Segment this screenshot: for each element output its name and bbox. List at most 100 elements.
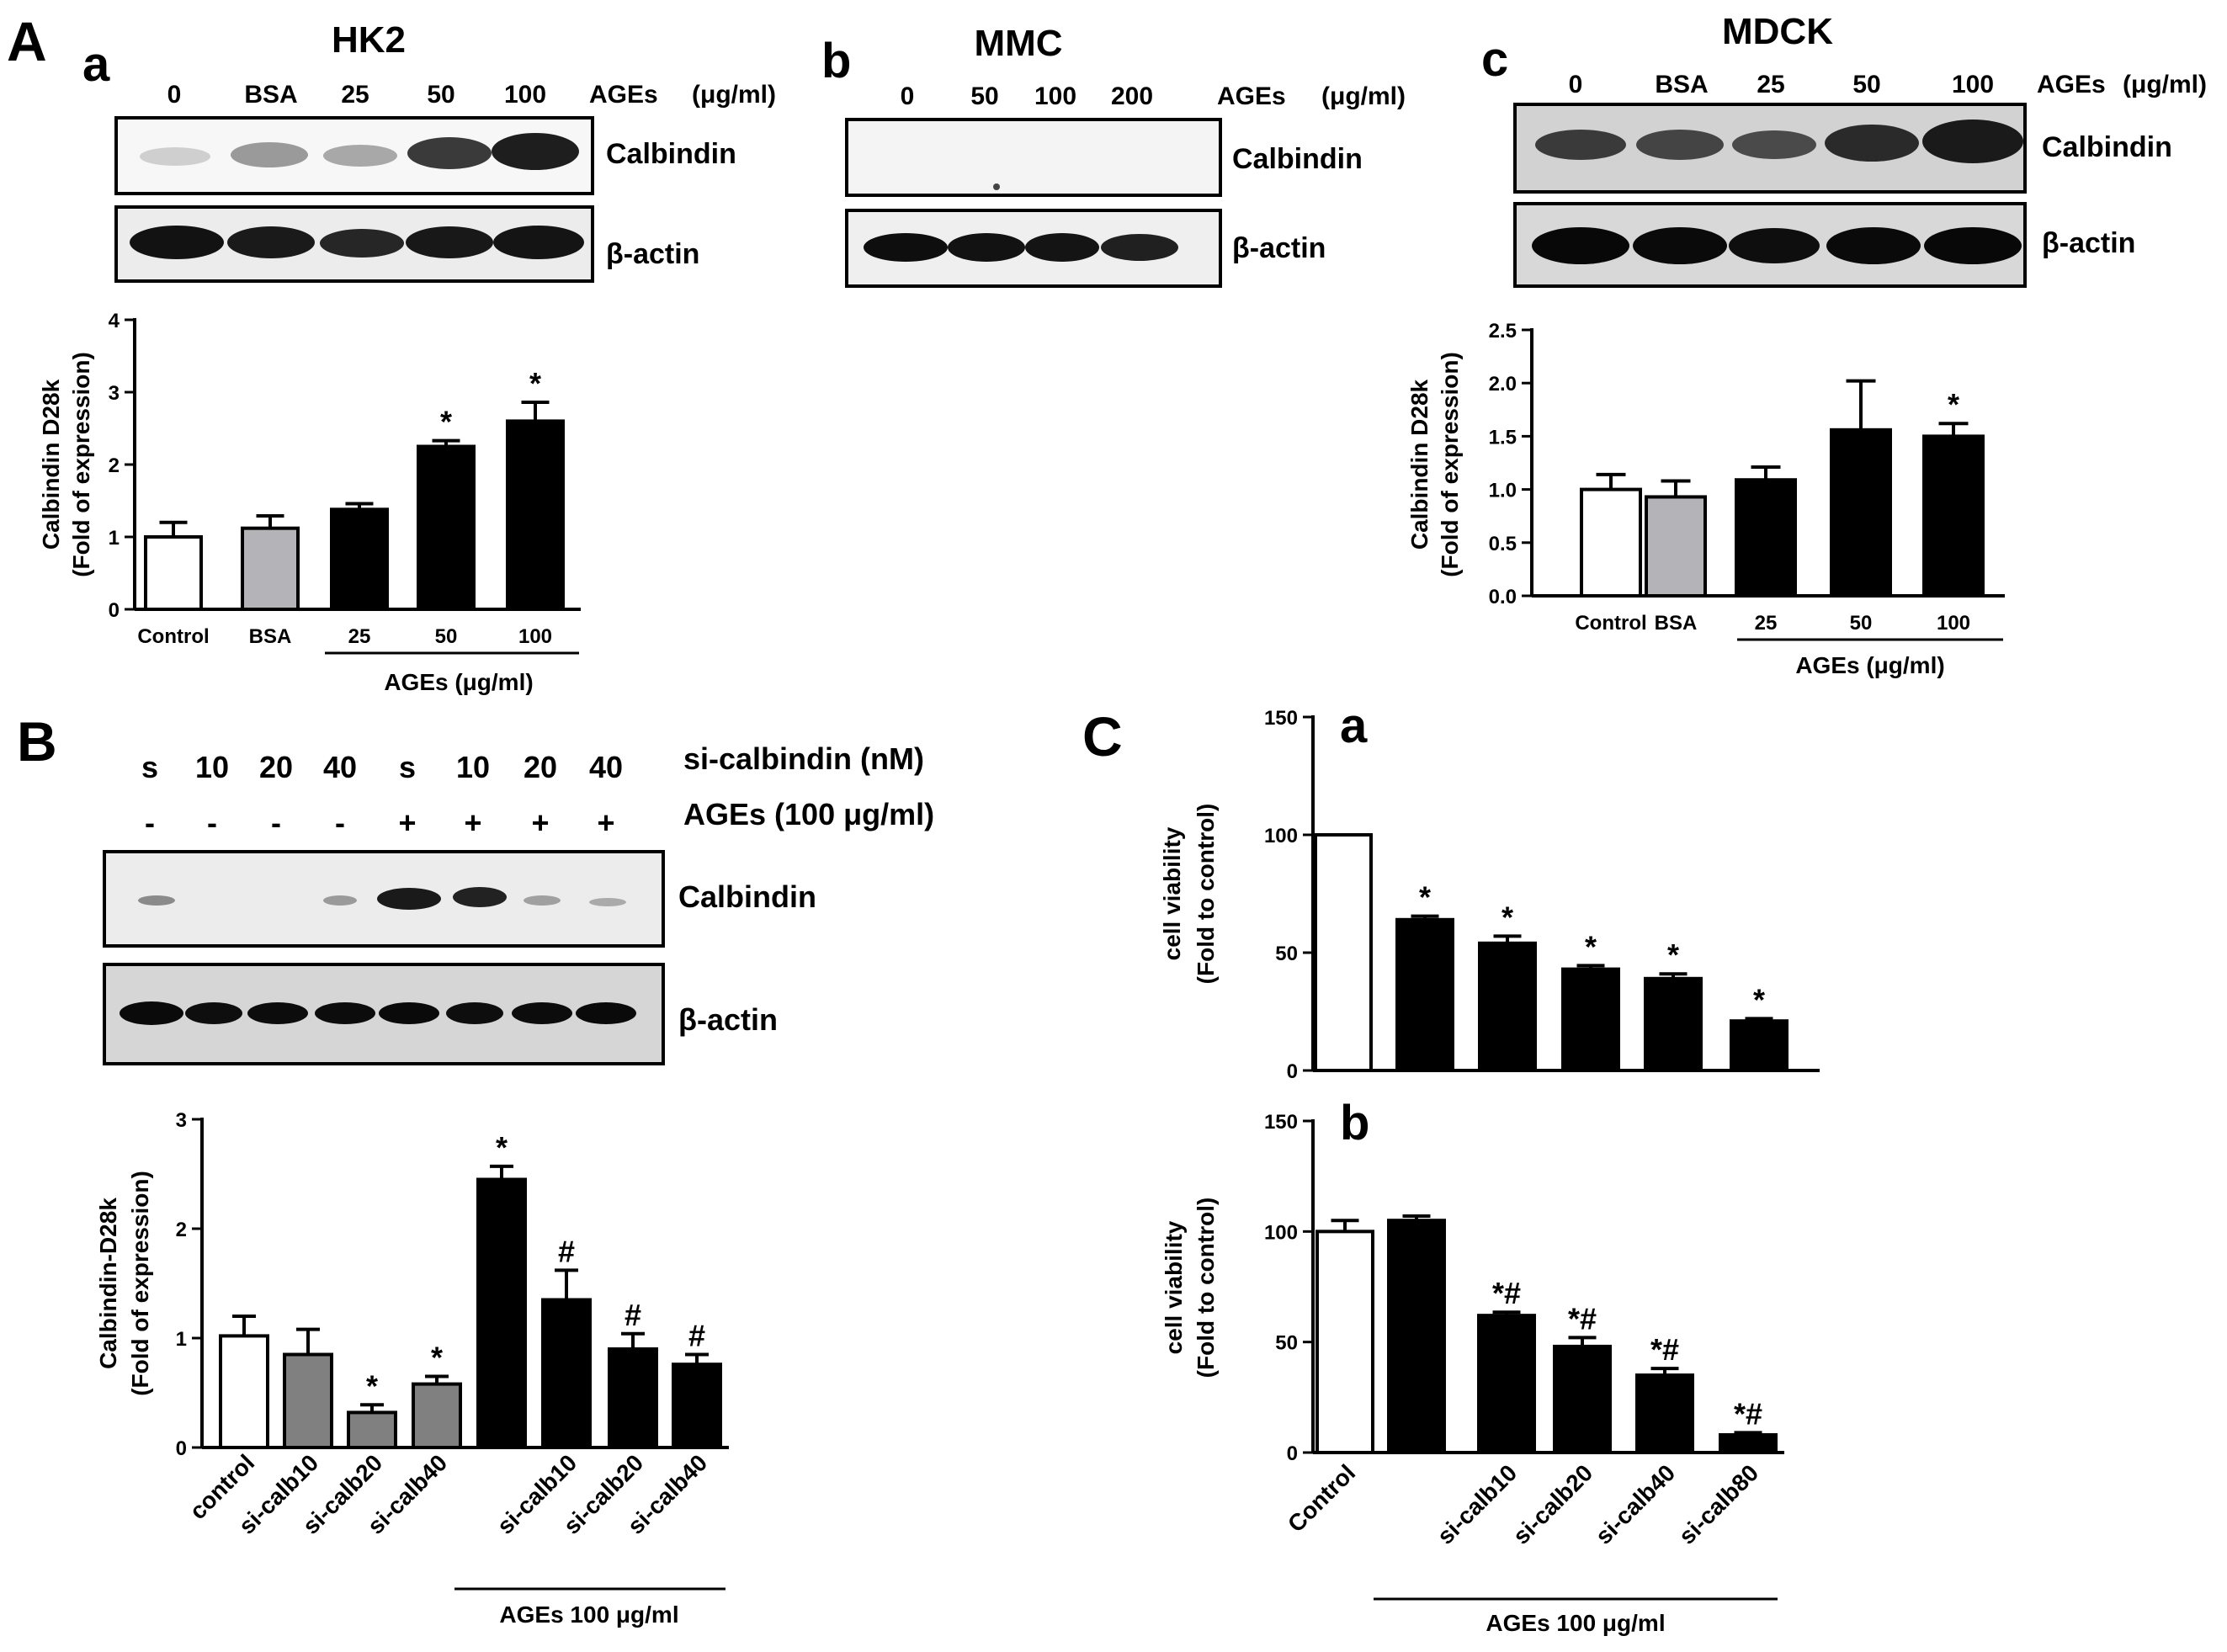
lane-label: 100 <box>1034 82 1076 110</box>
y-tick-label: 0 <box>1287 1060 1298 1083</box>
ages-sign: + <box>398 805 416 840</box>
y-tick-label: 100 <box>1264 1221 1298 1244</box>
significance-marker: * <box>529 366 541 401</box>
bar <box>1580 487 1642 598</box>
y-axis-label: cell viability <box>1159 826 1185 960</box>
significance-marker: * <box>496 1130 508 1165</box>
y-tick-label: 1 <box>176 1328 187 1351</box>
cell-line-mdck: MDCK <box>1722 11 1833 52</box>
x-category-label: 100 <box>1937 612 1970 635</box>
blot-B-actin <box>103 963 665 1065</box>
panel-label-A: A <box>7 10 47 72</box>
x-category-label: Control <box>1575 612 1646 635</box>
y-tick-label: 0 <box>1287 1442 1298 1465</box>
blot-B-calbindin <box>103 850 665 948</box>
cell-line-mmc: MMC <box>974 23 1062 64</box>
bar <box>1719 1432 1778 1455</box>
significance-marker: * <box>440 405 452 439</box>
lane-label: 50 <box>1852 71 1880 98</box>
blot-lanes-B: s 10 20 40 s 10 20 40 si-calbindin (nM) … <box>141 741 934 840</box>
subpanel-label-Ca: a <box>1340 699 1368 753</box>
y-tick-label: 150 <box>1264 707 1298 730</box>
x-category-label: 100 <box>518 625 552 648</box>
chart-Ca: 0 50 100 150 cell viability (Fold to control)… <box>1159 707 1820 1083</box>
x-category-label: Control <box>1283 1459 1360 1537</box>
blot-Ab-actin <box>845 209 1222 288</box>
bar <box>347 1410 397 1450</box>
y-tick-label: 2.0 <box>1489 373 1517 396</box>
band-label-actin: β-actin <box>2042 227 2135 259</box>
bar <box>1922 434 1985 598</box>
x-category-label: si-calb10 <box>1432 1459 1523 1549</box>
y-tick-label: 3 <box>109 382 120 405</box>
significance-marker: * <box>366 1368 378 1403</box>
ages-sign: + <box>531 805 549 840</box>
lane-label: 0 <box>1569 71 1583 98</box>
y-tick-label: 0.0 <box>1489 586 1517 608</box>
group-label: AGEs (μg/ml) <box>384 669 533 695</box>
treatment-label: AGEs <box>589 81 658 109</box>
bar <box>1314 833 1373 1072</box>
band-label-calbindin: Calbindin <box>606 138 736 170</box>
lane-label: 100 <box>504 81 546 109</box>
blot-lanes-Ac: 0 BSA 25 50 100 AGEs (μg/ml) <box>1569 71 2207 98</box>
blot-Ab-calbindin <box>845 118 1222 197</box>
significance-marker: * <box>1419 880 1431 915</box>
bar <box>1553 1344 1612 1455</box>
blot-lanes-Ab: 0 50 100 200 AGEs (μg/ml) <box>901 82 1406 110</box>
y-tick-label: 4 <box>109 310 120 332</box>
bar <box>241 526 300 611</box>
x-category-label: 50 <box>1850 612 1873 635</box>
subpanel-label-Cb: b <box>1340 1096 1369 1150</box>
ages-sign: - <box>335 805 345 840</box>
panel-label-B: B <box>17 710 57 773</box>
significance-marker: *# <box>1650 1332 1679 1367</box>
band-label-calbindin: Calbindin <box>1232 143 1363 175</box>
bar <box>144 535 203 611</box>
lane-label: 100 <box>1952 71 1994 98</box>
y-tick-label: 2 <box>176 1219 187 1241</box>
y-tick-label: 1.5 <box>1489 426 1517 449</box>
group-label: AGEs (μg/ml) <box>1795 652 1944 678</box>
significance-marker: # <box>558 1234 575 1268</box>
bar <box>608 1347 658 1449</box>
y-axis-label: cell viability <box>1161 1220 1187 1354</box>
lane-label: 25 <box>341 81 369 109</box>
bar <box>1315 1230 1374 1455</box>
bar <box>1730 1019 1789 1072</box>
unit-label: (μg/ml) <box>2123 71 2207 98</box>
y-axis-label: (Fold of expression) <box>127 1171 153 1396</box>
blot-Aa-actin <box>114 205 594 283</box>
panel-label-C: C <box>1082 705 1123 768</box>
lane-label: BSA <box>244 81 297 109</box>
y-tick-label: 2 <box>109 454 120 477</box>
significance-marker: * <box>1753 982 1765 1017</box>
significance-marker: *# <box>1568 1301 1597 1336</box>
x-category-label: 25 <box>348 625 371 648</box>
blot-Ac-calbindin <box>1513 103 2027 194</box>
chart-Ac: 0.0 0.5 1.0 1.5 2.0 2.5 Calbindin D28k (Fold of… <box>1406 320 2005 678</box>
treatment-label: AGEs <box>2037 71 2106 98</box>
bar <box>1635 1373 1694 1454</box>
y-axis-label: (Fold of expression) <box>68 352 94 577</box>
x-category-label: BSA <box>249 625 292 648</box>
lane-label: 10 <box>195 750 229 784</box>
lane-label: BSA <box>1655 71 1708 98</box>
bar <box>541 1298 592 1449</box>
y-tick-label: 2.5 <box>1489 320 1517 343</box>
bar <box>330 507 389 612</box>
bar <box>1735 478 1797 598</box>
lane-label: 50 <box>970 82 998 110</box>
blot-lanes-Aa: 0 BSA 25 50 100 AGEs (μg/ml) <box>167 81 776 109</box>
bar <box>1644 976 1703 1073</box>
y-axis-label: Calbindin-D28k <box>95 1198 121 1369</box>
group-label: AGEs 100 μg/ml <box>1486 1610 1665 1636</box>
cell-line-hk2: HK2 <box>332 19 406 61</box>
group-label: AGEs 100 μg/ml <box>499 1602 678 1628</box>
x-category-label: 50 <box>435 625 458 648</box>
lane-label: 40 <box>589 750 623 784</box>
lane-label: s <box>399 750 416 784</box>
subpanel-label-Ab: b <box>821 34 851 88</box>
y-tick-label: 50 <box>1275 1332 1298 1355</box>
